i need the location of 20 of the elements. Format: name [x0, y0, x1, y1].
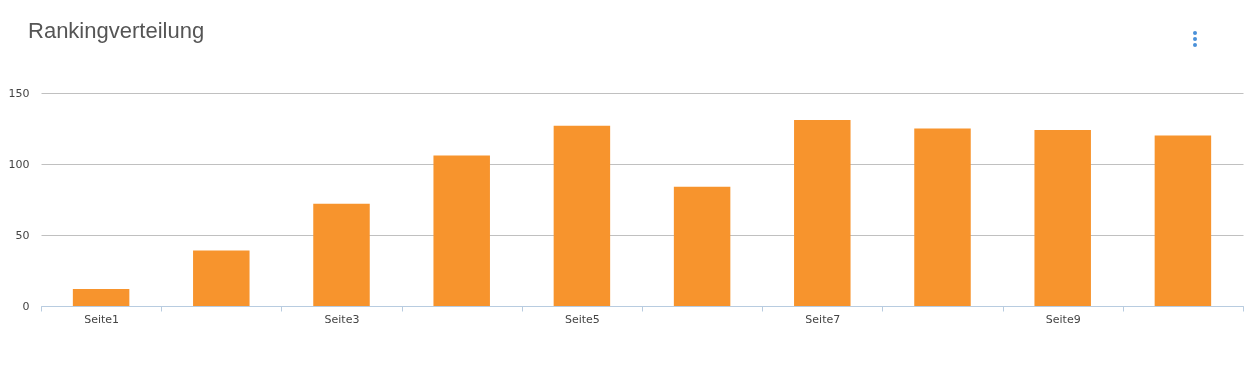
bar — [553, 125, 611, 306]
bar — [673, 186, 731, 306]
x-tick-label: Seite1 — [84, 312, 120, 326]
x-tick-label: Seite3 — [324, 312, 360, 326]
bar — [193, 250, 250, 306]
y-tick-label: 150 — [8, 86, 30, 100]
x-tick-label: Seite5 — [564, 312, 600, 326]
y-tick-label: 50 — [15, 228, 30, 242]
bar — [313, 203, 370, 306]
bar — [794, 119, 851, 306]
y-tick-label: 0 — [22, 299, 30, 313]
bar — [1154, 135, 1212, 306]
chart-title: Rankingverteilung — [28, 18, 205, 43]
bar — [1034, 129, 1091, 306]
y-tick-label: 100 — [8, 157, 30, 171]
bar — [433, 155, 490, 306]
x-tick-label: Seite9 — [1045, 312, 1081, 326]
bar — [72, 288, 130, 306]
bar — [914, 128, 971, 306]
x-tick-label: Seite7 — [805, 312, 841, 326]
